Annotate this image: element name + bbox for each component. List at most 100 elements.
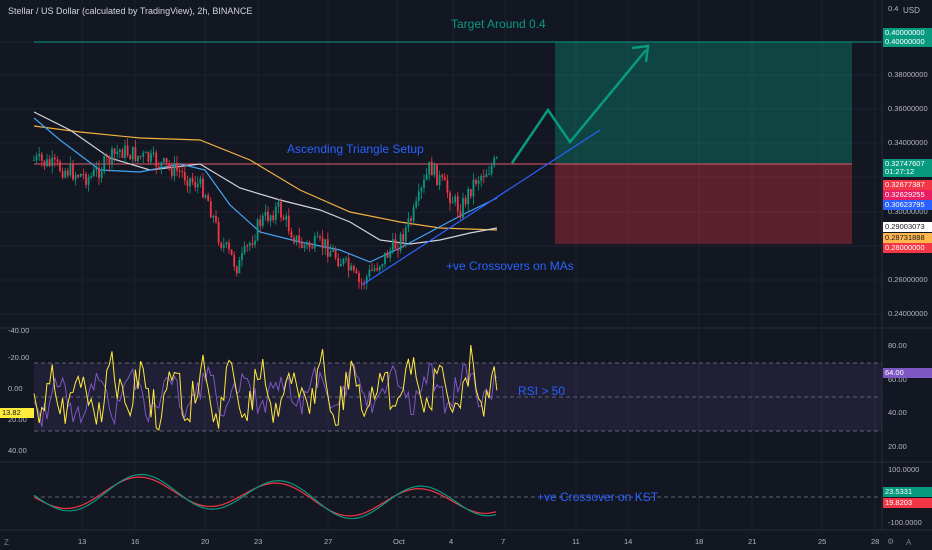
- candle: [360, 282, 363, 284]
- candle: [61, 171, 64, 178]
- candle: [165, 158, 168, 164]
- currency-label[interactable]: USD: [903, 6, 920, 15]
- symbol-title[interactable]: Stellar / US Dollar (calculated by Tradi…: [8, 6, 253, 16]
- candle: [220, 242, 223, 248]
- candle: [33, 159, 35, 161]
- candle: [207, 195, 210, 202]
- candle: [454, 196, 457, 203]
- candle: [332, 249, 334, 252]
- candle: [51, 157, 54, 166]
- candle: [82, 174, 85, 176]
- candle: [358, 273, 360, 283]
- candle: [280, 201, 282, 218]
- rsi-left-tick: 40.00: [8, 446, 27, 455]
- candle: [69, 163, 72, 176]
- candle: [402, 233, 405, 242]
- candle: [38, 154, 41, 157]
- candle: [381, 263, 384, 267]
- candle: [35, 156, 38, 160]
- candle: [391, 239, 394, 251]
- candle: [446, 180, 449, 193]
- candle: [443, 177, 446, 181]
- candle: [438, 175, 441, 186]
- candle: [142, 152, 145, 157]
- candle: [100, 171, 103, 179]
- candle: [451, 202, 454, 204]
- candle: [397, 248, 399, 251]
- candle: [243, 245, 246, 253]
- candle: [264, 211, 267, 216]
- rsi-left-tick: 20.00: [8, 415, 27, 424]
- price-tag-t4: 0.29003073: [883, 222, 932, 232]
- candle: [116, 151, 119, 154]
- candle: [118, 149, 121, 152]
- candle: [313, 236, 316, 249]
- time-tick: 14: [624, 537, 633, 546]
- candle: [233, 254, 236, 267]
- candle: [495, 157, 498, 159]
- candle: [371, 269, 373, 271]
- candle: [59, 161, 61, 172]
- candle: [428, 161, 431, 175]
- time-tick: 13: [78, 537, 87, 546]
- price-tick: 0.24000000: [888, 309, 928, 318]
- candle: [137, 155, 139, 162]
- candle: [324, 239, 327, 249]
- candle: [191, 178, 194, 183]
- candle: [462, 198, 464, 218]
- candle: [459, 211, 462, 218]
- candle: [121, 149, 124, 158]
- candle: [105, 156, 108, 158]
- candle: [66, 170, 69, 176]
- price-tag-t1: 0.32677387: [883, 180, 932, 190]
- candle: [334, 249, 337, 258]
- kst-top-tick: 100.0000: [888, 465, 920, 474]
- time-tick: 11: [572, 537, 580, 546]
- triangle-annotation: Ascending Triangle Setup: [287, 142, 424, 156]
- candle: [241, 252, 243, 261]
- rsi-left-tick: -40.00: [8, 326, 30, 335]
- candle: [103, 156, 106, 172]
- candle: [144, 152, 147, 154]
- candle: [493, 157, 496, 166]
- rsi-right-tick: 40.00: [888, 408, 907, 417]
- candle: [209, 201, 212, 218]
- candle: [274, 206, 277, 221]
- candle: [384, 252, 386, 264]
- candle: [261, 215, 264, 226]
- candle: [150, 153, 152, 162]
- candle: [225, 242, 228, 245]
- candle: [407, 218, 410, 228]
- candle: [204, 195, 207, 198]
- candle: [436, 163, 438, 186]
- candle: [345, 258, 347, 260]
- projection-arrowhead: [631, 44, 650, 63]
- candle: [215, 216, 217, 222]
- candle: [189, 178, 191, 187]
- candle: [300, 241, 303, 248]
- price-tick: 0.36000000: [888, 104, 928, 113]
- gear-icon[interactable]: ⚙: [887, 537, 895, 546]
- a-icon[interactable]: A: [906, 538, 912, 547]
- candle: [267, 211, 269, 222]
- candle: [423, 179, 425, 188]
- candle: [126, 145, 129, 156]
- candle: [196, 183, 199, 188]
- candle: [272, 215, 275, 221]
- candle: [355, 270, 358, 274]
- candle: [456, 196, 459, 212]
- ma-mid-line: [33, 111, 498, 245]
- candle: [181, 171, 184, 173]
- candle: [415, 200, 418, 208]
- candle: [303, 245, 306, 248]
- z-icon[interactable]: Z: [4, 538, 9, 547]
- candle: [254, 240, 256, 245]
- rsi-left-tick: 0.00: [8, 384, 23, 393]
- candle: [163, 158, 165, 163]
- price-tick: 0.30000000: [888, 207, 928, 216]
- candle: [79, 174, 82, 177]
- candle: [217, 221, 220, 243]
- candle: [469, 189, 472, 197]
- candle: [404, 227, 407, 242]
